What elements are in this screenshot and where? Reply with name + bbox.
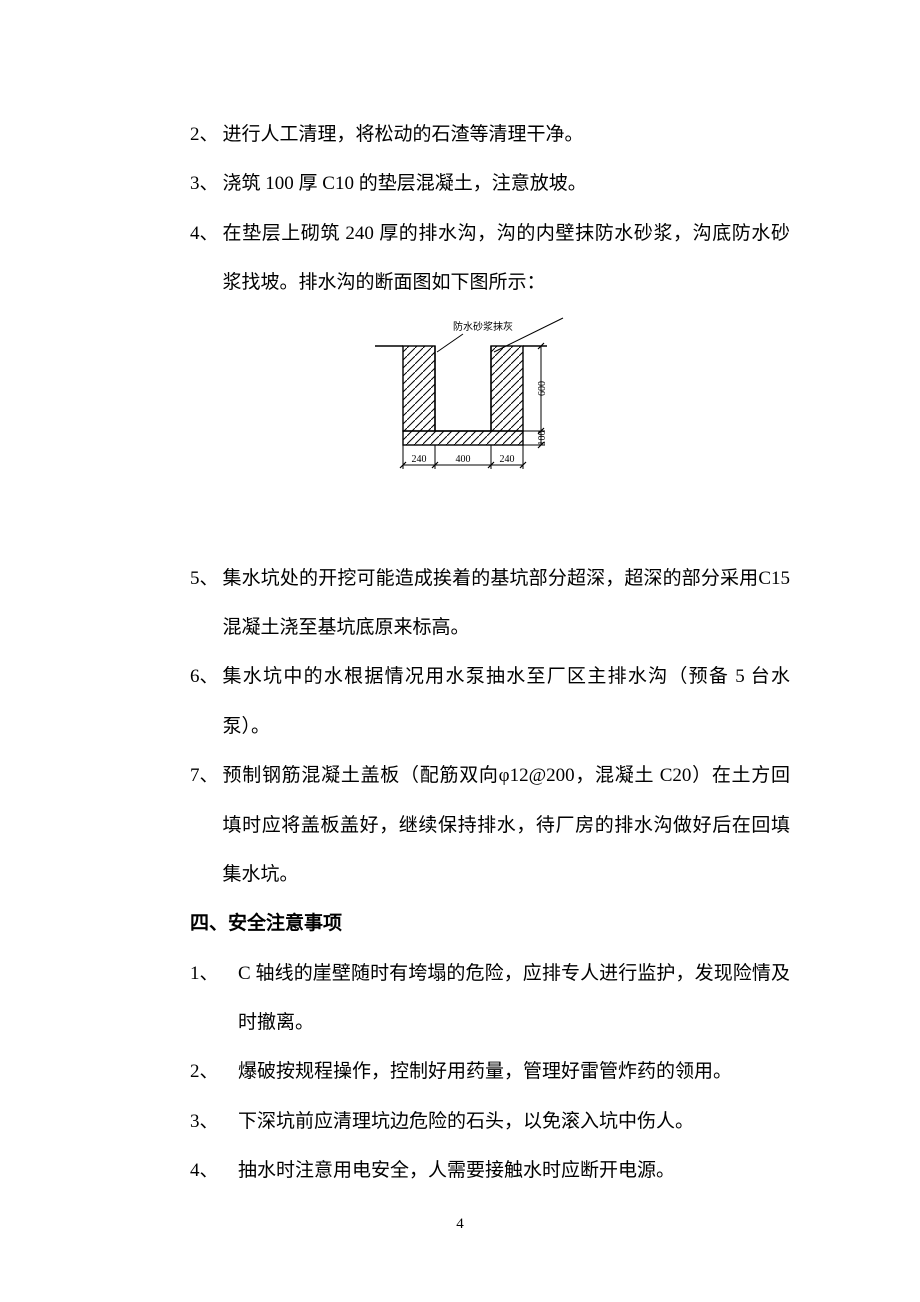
- item-text: 进行人工清理，将松动的石渣等清理干净。: [223, 110, 790, 159]
- list-item: 3、 浇筑 100 厚 C10 的垫层混凝土，注意放坡。: [190, 159, 790, 208]
- list-item: 6、 集水坑中的水根据情况用水泵抽水至厂区主排水沟（预备 5 台水泵）。: [190, 652, 790, 751]
- item-text: 浇筑 100 厚 C10 的垫层混凝土，注意放坡。: [223, 159, 790, 208]
- svg-text:240: 240: [412, 454, 427, 465]
- item-number: 2、: [190, 110, 223, 159]
- svg-text:100: 100: [537, 430, 548, 445]
- section-diagram-container: 防水砂浆抹灰 240 400 240 600 100: [190, 308, 790, 554]
- list-item: 3、 下深坑前应清理坑边危险的石头，以免滚入坑中伤人。: [190, 1097, 790, 1146]
- page-number: 4: [0, 1205, 920, 1244]
- list-item: 2、 进行人工清理，将松动的石渣等清理干净。: [190, 110, 790, 159]
- item-text: 抽水时注意用电安全，人需要接触水时应断开电源。: [238, 1146, 790, 1195]
- list-item: 1、 C 轴线的崖壁随时有垮塌的危险，应排专人进行监护，发现险情及时撤离。: [190, 949, 790, 1048]
- document-body: 2、 进行人工清理，将松动的石渣等清理干净。 3、 浇筑 100 厚 C10 的…: [190, 110, 790, 1196]
- svg-text:防水砂浆抹灰: 防水砂浆抹灰: [453, 320, 513, 333]
- drainage-section-diagram: 防水砂浆抹灰 240 400 240 600 100: [375, 316, 605, 536]
- item-text: 爆破按规程操作，控制好用药量，管理好雷管炸药的领用。: [238, 1047, 790, 1096]
- item-number: 3、: [190, 1097, 238, 1146]
- list-item: 5、 集水坑处的开挖可能造成挨着的基坑部分超深，超深的部分采用C15 混凝土浇至…: [190, 554, 790, 653]
- item-text: 在垫层上砌筑 240 厚的排水沟，沟的内壁抹防水砂浆，沟底防水砂浆找坡。排水沟的…: [223, 209, 790, 308]
- item-text: 集水坑中的水根据情况用水泵抽水至厂区主排水沟（预备 5 台水泵）。: [223, 652, 790, 751]
- list-item: 7、 预制钢筋混凝土盖板（配筋双向φ12@200，混凝土 C20）在土方回填时应…: [190, 751, 790, 899]
- item-number: 7、: [190, 751, 223, 800]
- item-text: 预制钢筋混凝土盖板（配筋双向φ12@200，混凝土 C20）在土方回填时应将盖板…: [223, 751, 790, 899]
- item-number: 4、: [190, 1146, 238, 1195]
- list-item: 4、 抽水时注意用电安全，人需要接触水时应断开电源。: [190, 1146, 790, 1195]
- item-text: C 轴线的崖壁随时有垮塌的危险，应排专人进行监护，发现险情及时撤离。: [238, 949, 790, 1048]
- svg-text:600: 600: [537, 381, 548, 396]
- item-number: 3、: [190, 159, 223, 208]
- svg-text:240: 240: [500, 454, 515, 465]
- item-text: 集水坑处的开挖可能造成挨着的基坑部分超深，超深的部分采用C15 混凝土浇至基坑底…: [223, 554, 790, 653]
- item-number: 4、: [190, 209, 223, 258]
- item-number: 2、: [190, 1047, 238, 1096]
- list-item: 2、 爆破按规程操作，控制好用药量，管理好雷管炸药的领用。: [190, 1047, 790, 1096]
- section-heading: 四、安全注意事项: [190, 899, 790, 948]
- item-text: 下深坑前应清理坑边危险的石头，以免滚入坑中伤人。: [238, 1097, 790, 1146]
- svg-text:400: 400: [456, 454, 471, 465]
- item-number: 6、: [190, 652, 223, 701]
- item-number: 5、: [190, 554, 223, 603]
- list-item: 4、 在垫层上砌筑 240 厚的排水沟，沟的内壁抹防水砂浆，沟底防水砂浆找坡。排…: [190, 209, 790, 308]
- item-number: 1、: [190, 949, 238, 998]
